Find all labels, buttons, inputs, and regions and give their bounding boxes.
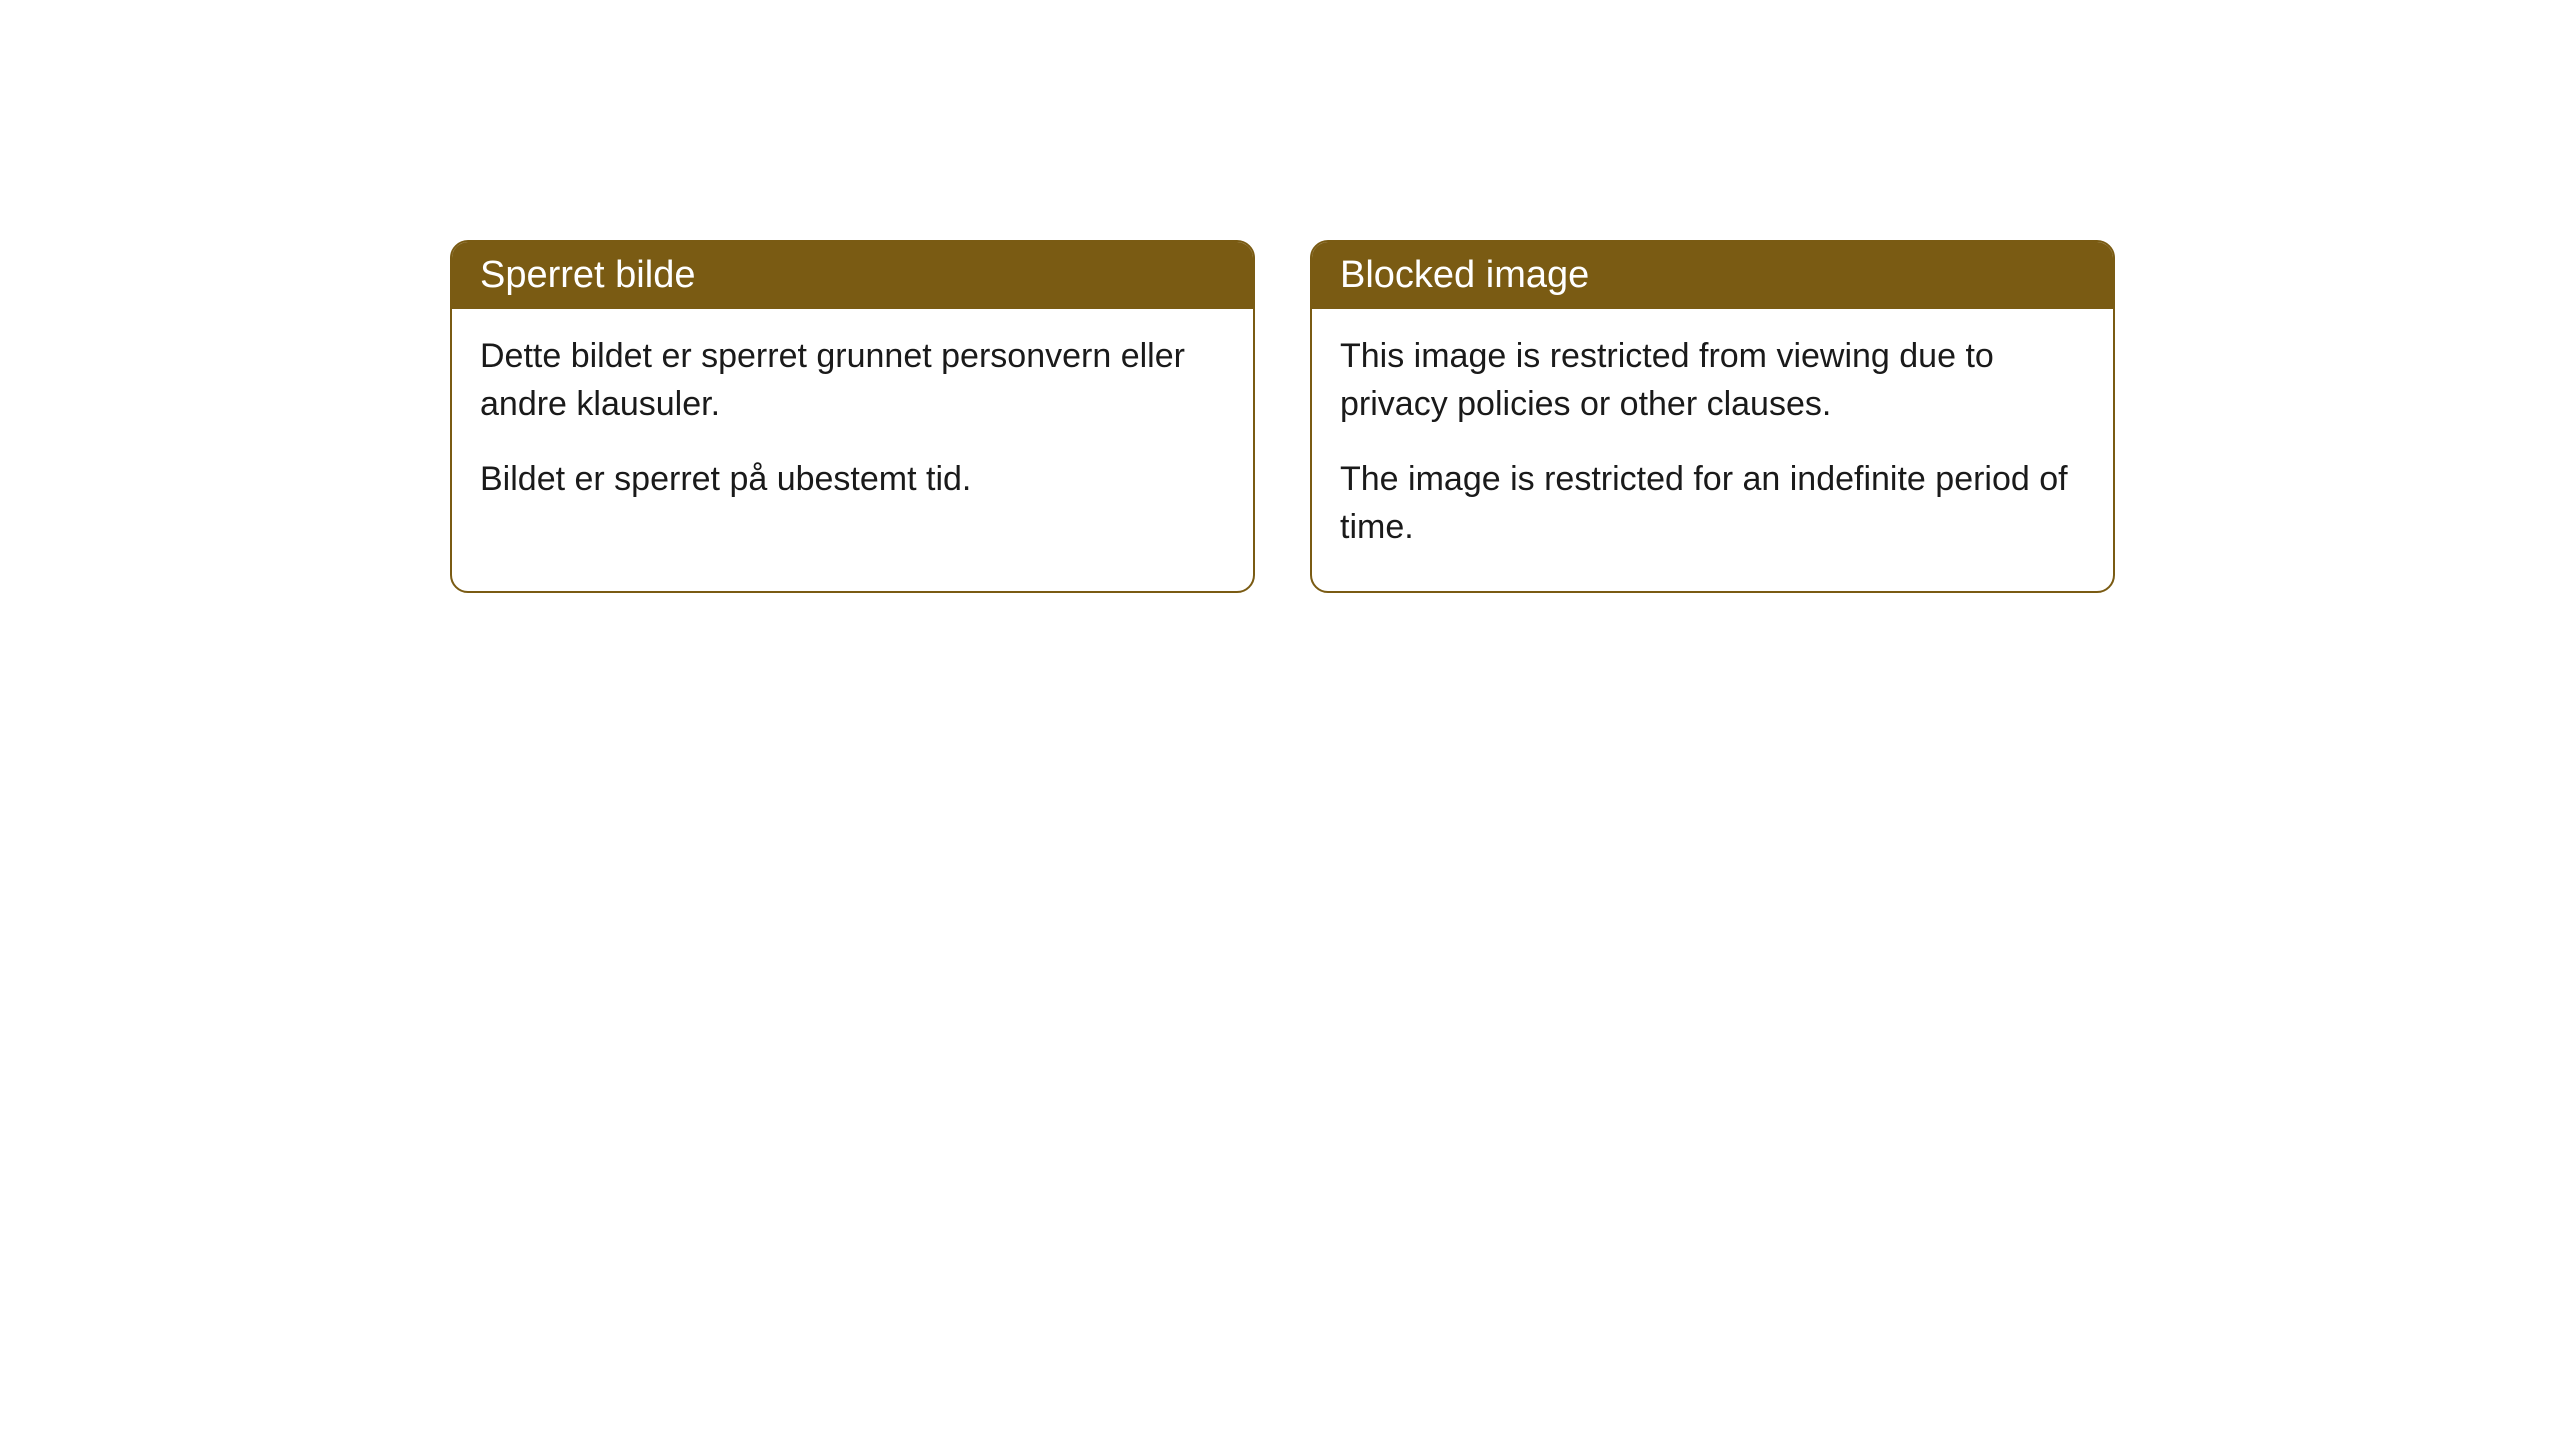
notice-header: Blocked image [1312, 242, 2113, 309]
notice-paragraph: Dette bildet er sperret grunnet personve… [480, 333, 1225, 428]
notice-body: This image is restricted from viewing du… [1312, 309, 2113, 591]
notice-title: Sperret bilde [480, 254, 695, 296]
notice-card-english: Blocked image This image is restricted f… [1310, 240, 2115, 593]
notice-container: Sperret bilde Dette bildet er sperret gr… [0, 0, 2560, 593]
notice-header: Sperret bilde [452, 242, 1253, 309]
notice-card-norwegian: Sperret bilde Dette bildet er sperret gr… [450, 240, 1255, 593]
notice-paragraph: This image is restricted from viewing du… [1340, 333, 2085, 428]
notice-paragraph: Bildet er sperret på ubestemt tid. [480, 456, 1225, 504]
notice-body: Dette bildet er sperret grunnet personve… [452, 309, 1253, 544]
notice-title: Blocked image [1340, 254, 1589, 296]
notice-paragraph: The image is restricted for an indefinit… [1340, 456, 2085, 551]
